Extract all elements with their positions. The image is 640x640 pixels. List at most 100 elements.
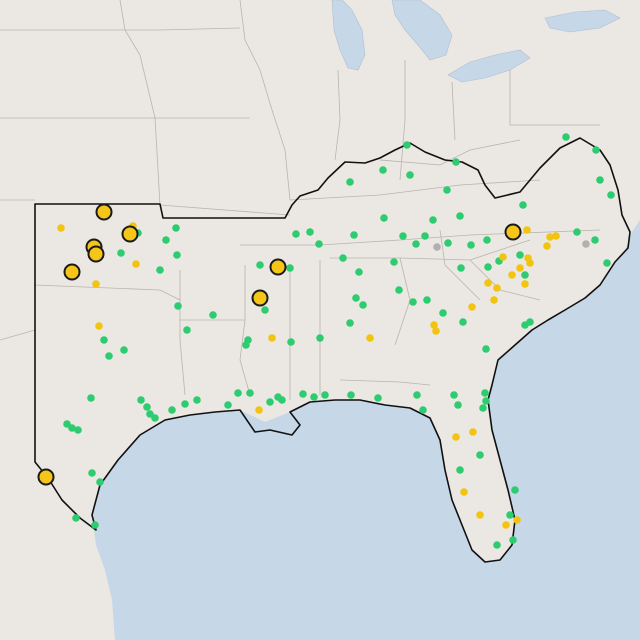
large-yellow-marker[interactable] bbox=[121, 225, 139, 243]
yellow-marker[interactable] bbox=[490, 296, 498, 304]
large-yellow-marker[interactable] bbox=[37, 468, 55, 486]
green-marker[interactable] bbox=[452, 158, 460, 166]
green-marker[interactable] bbox=[493, 541, 501, 549]
green-marker[interactable] bbox=[412, 240, 420, 248]
green-marker[interactable] bbox=[511, 486, 519, 494]
green-marker[interactable] bbox=[374, 394, 382, 402]
yellow-marker[interactable] bbox=[513, 516, 521, 524]
green-marker[interactable] bbox=[242, 341, 250, 349]
green-marker[interactable] bbox=[100, 336, 108, 344]
green-marker[interactable] bbox=[315, 240, 323, 248]
green-marker[interactable] bbox=[482, 345, 490, 353]
yellow-marker[interactable] bbox=[523, 226, 531, 234]
green-marker[interactable] bbox=[603, 259, 611, 267]
green-marker[interactable] bbox=[457, 264, 465, 272]
green-marker[interactable] bbox=[443, 186, 451, 194]
yellow-marker[interactable] bbox=[552, 232, 560, 240]
green-marker[interactable] bbox=[359, 301, 367, 309]
green-marker[interactable] bbox=[74, 426, 82, 434]
green-marker[interactable] bbox=[306, 228, 314, 236]
green-marker[interactable] bbox=[352, 294, 360, 302]
green-marker[interactable] bbox=[450, 391, 458, 399]
green-marker[interactable] bbox=[183, 326, 191, 334]
green-marker[interactable] bbox=[516, 251, 524, 259]
yellow-marker[interactable] bbox=[430, 321, 438, 329]
green-marker[interactable] bbox=[339, 254, 347, 262]
gray-marker[interactable] bbox=[433, 243, 441, 251]
green-marker[interactable] bbox=[347, 391, 355, 399]
green-marker[interactable] bbox=[526, 318, 534, 326]
green-marker[interactable] bbox=[162, 236, 170, 244]
green-marker[interactable] bbox=[292, 230, 300, 238]
large-yellow-marker[interactable] bbox=[63, 263, 81, 281]
green-marker[interactable] bbox=[399, 232, 407, 240]
large-yellow-marker[interactable] bbox=[504, 223, 522, 241]
green-marker[interactable] bbox=[519, 201, 527, 209]
green-marker[interactable] bbox=[506, 511, 514, 519]
green-marker[interactable] bbox=[484, 263, 492, 271]
green-marker[interactable] bbox=[278, 396, 286, 404]
yellow-marker[interactable] bbox=[476, 511, 484, 519]
large-yellow-marker[interactable] bbox=[95, 203, 113, 221]
large-yellow-marker[interactable] bbox=[87, 245, 105, 263]
yellow-marker[interactable] bbox=[508, 271, 516, 279]
green-marker[interactable] bbox=[299, 390, 307, 398]
green-marker[interactable] bbox=[403, 141, 411, 149]
green-marker[interactable] bbox=[346, 319, 354, 327]
green-marker[interactable] bbox=[409, 298, 417, 306]
yellow-marker[interactable] bbox=[526, 259, 534, 267]
green-marker[interactable] bbox=[380, 214, 388, 222]
green-marker[interactable] bbox=[483, 236, 491, 244]
green-marker[interactable] bbox=[456, 466, 464, 474]
green-marker[interactable] bbox=[173, 251, 181, 259]
green-marker[interactable] bbox=[316, 334, 324, 342]
green-marker[interactable] bbox=[419, 406, 427, 414]
green-marker[interactable] bbox=[390, 258, 398, 266]
green-marker[interactable] bbox=[87, 394, 95, 402]
green-marker[interactable] bbox=[429, 216, 437, 224]
green-marker[interactable] bbox=[246, 389, 254, 397]
green-marker[interactable] bbox=[509, 536, 517, 544]
green-marker[interactable] bbox=[456, 212, 464, 220]
green-marker[interactable] bbox=[181, 400, 189, 408]
yellow-marker[interactable] bbox=[255, 406, 263, 414]
green-marker[interactable] bbox=[68, 424, 76, 432]
yellow-marker[interactable] bbox=[493, 284, 501, 292]
green-marker[interactable] bbox=[413, 391, 421, 399]
green-marker[interactable] bbox=[346, 178, 354, 186]
green-marker[interactable] bbox=[120, 346, 128, 354]
green-marker[interactable] bbox=[234, 389, 242, 397]
green-marker[interactable] bbox=[379, 166, 387, 174]
yellow-marker[interactable] bbox=[484, 279, 492, 287]
green-marker[interactable] bbox=[444, 239, 452, 247]
green-marker[interactable] bbox=[72, 514, 80, 522]
yellow-marker[interactable] bbox=[499, 253, 507, 261]
green-marker[interactable] bbox=[395, 286, 403, 294]
green-marker[interactable] bbox=[591, 236, 599, 244]
green-marker[interactable] bbox=[168, 406, 176, 414]
yellow-marker[interactable] bbox=[469, 428, 477, 436]
green-marker[interactable] bbox=[423, 296, 431, 304]
green-marker[interactable] bbox=[96, 478, 104, 486]
large-yellow-marker[interactable] bbox=[269, 258, 287, 276]
green-marker[interactable] bbox=[209, 311, 217, 319]
yellow-marker[interactable] bbox=[132, 260, 140, 268]
gray-marker[interactable] bbox=[582, 240, 590, 248]
green-marker[interactable] bbox=[287, 338, 295, 346]
yellow-marker[interactable] bbox=[366, 334, 374, 342]
green-marker[interactable] bbox=[350, 231, 358, 239]
yellow-marker[interactable] bbox=[502, 521, 510, 529]
green-marker[interactable] bbox=[573, 228, 581, 236]
green-marker[interactable] bbox=[117, 249, 125, 257]
green-marker[interactable] bbox=[562, 133, 570, 141]
green-marker[interactable] bbox=[91, 521, 99, 529]
green-marker[interactable] bbox=[607, 191, 615, 199]
green-marker[interactable] bbox=[521, 271, 529, 279]
green-marker[interactable] bbox=[596, 176, 604, 184]
green-marker[interactable] bbox=[261, 306, 269, 314]
green-marker[interactable] bbox=[439, 309, 447, 317]
green-marker[interactable] bbox=[479, 404, 487, 412]
green-marker[interactable] bbox=[421, 232, 429, 240]
green-marker[interactable] bbox=[481, 389, 489, 397]
